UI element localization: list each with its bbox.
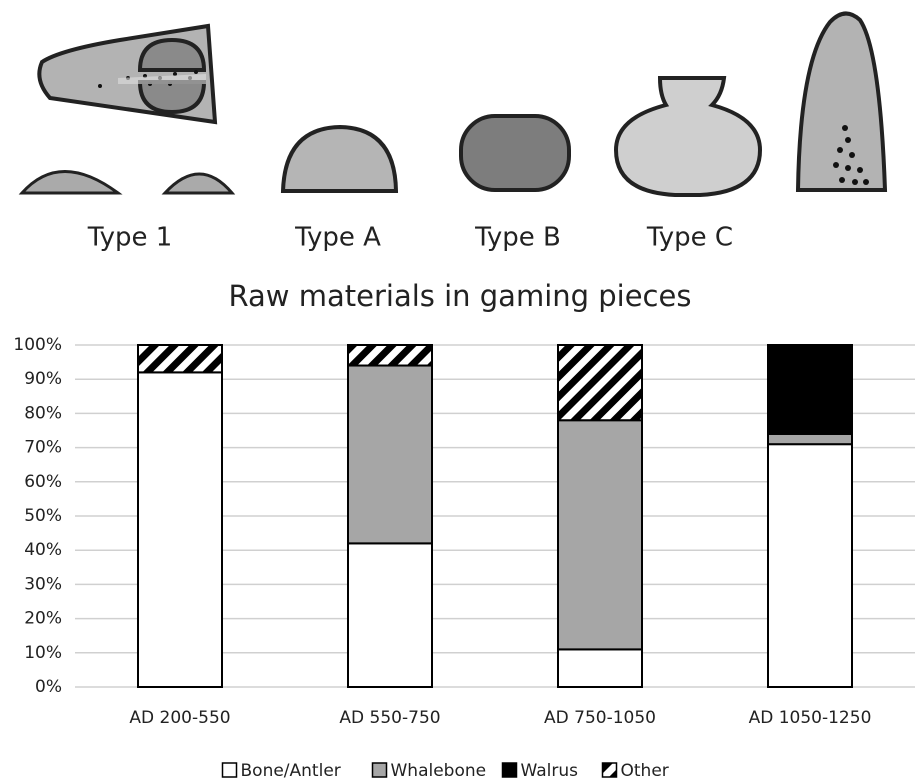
bar-segment bbox=[347, 344, 433, 367]
y-tick-label: 30% bbox=[24, 574, 62, 594]
type-b-piece bbox=[459, 114, 571, 192]
y-tick-label: 60% bbox=[24, 472, 62, 492]
legend-label: Other bbox=[621, 761, 669, 781]
legend-label: Whalebone bbox=[391, 761, 487, 781]
y-tick-label: 0% bbox=[35, 677, 62, 697]
x-tick-label: AD 550-750 bbox=[339, 708, 440, 728]
bar-segment bbox=[767, 432, 853, 446]
x-tick-label: AD 200-550 bbox=[129, 708, 230, 728]
x-tick-label: AD 750-1050 bbox=[544, 708, 656, 728]
y-tick-label: 100% bbox=[13, 335, 62, 355]
tall-piece bbox=[795, 11, 888, 192]
chart-title: Raw materials in gaming pieces bbox=[229, 279, 692, 313]
y-tick-label: 80% bbox=[24, 403, 62, 423]
type-label: Type C bbox=[646, 223, 733, 253]
bar-segment bbox=[557, 648, 643, 689]
y-tick-label: 70% bbox=[24, 438, 62, 458]
y-tick-label: 90% bbox=[24, 369, 62, 389]
type1-piece-left bbox=[18, 170, 123, 195]
illustrations bbox=[18, 11, 888, 197]
y-tick-label: 10% bbox=[24, 643, 62, 663]
bar-segment bbox=[767, 344, 853, 435]
y-tick-label: 40% bbox=[24, 540, 62, 560]
type-label: Type 1 bbox=[87, 223, 173, 253]
bar-segment bbox=[557, 419, 643, 651]
legend-swatch bbox=[601, 762, 618, 778]
type1-dot-band bbox=[118, 74, 206, 84]
y-tick-label: 20% bbox=[24, 609, 62, 629]
type1-piece-right bbox=[161, 172, 236, 195]
legend-label: Bone/Antler bbox=[241, 761, 341, 781]
y-tick-label: 50% bbox=[24, 506, 62, 526]
type1-oval-bottom bbox=[137, 80, 207, 115]
bar-segment bbox=[137, 344, 223, 374]
x-tick-label: AD 1050-1250 bbox=[749, 708, 872, 728]
legend-label: Walrus bbox=[521, 761, 579, 781]
bar-segment bbox=[137, 371, 223, 688]
bar-segment bbox=[767, 443, 853, 688]
legend-swatch bbox=[371, 762, 388, 778]
legend-swatch bbox=[221, 762, 238, 778]
type1-oval-top bbox=[137, 37, 207, 72]
type-label: Type A bbox=[294, 223, 381, 253]
bar-segment bbox=[557, 344, 643, 422]
type-c-piece bbox=[613, 76, 763, 197]
bar-segment bbox=[347, 542, 433, 688]
type-a-piece bbox=[280, 124, 399, 193]
type-label: Type B bbox=[474, 223, 561, 253]
legend-swatch bbox=[501, 762, 518, 778]
bar-segment bbox=[347, 364, 433, 545]
